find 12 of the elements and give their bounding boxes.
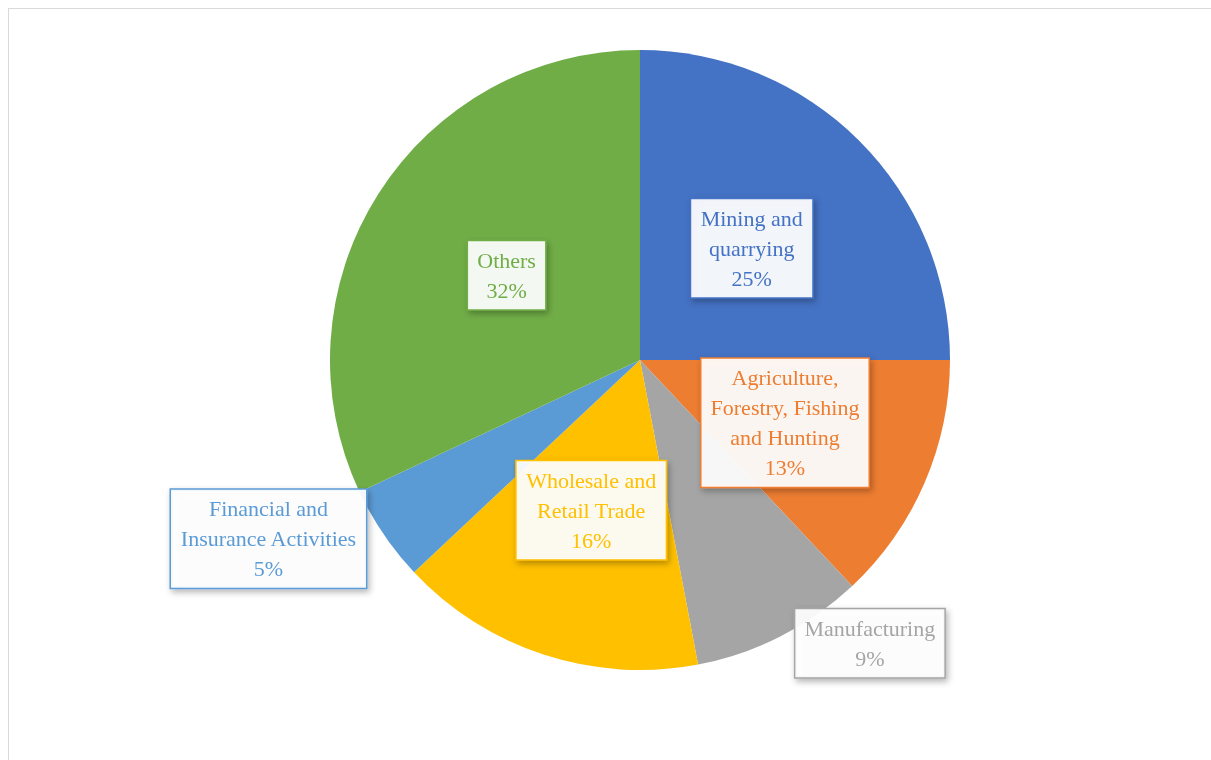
data-label: 25% xyxy=(731,265,772,291)
slice-label: Financial and Insurance Activities xyxy=(180,496,357,552)
slice-label: Agriculture, Forestry, Fishing and Hunting xyxy=(710,365,860,451)
data-label: 16% xyxy=(571,527,612,553)
data-label: 32% xyxy=(486,277,527,303)
slice-label: Others xyxy=(477,247,536,273)
slice-label: Wholesale and Retail Trade xyxy=(526,467,657,523)
slice-label: Manufacturing xyxy=(804,615,936,641)
data-label: 5% xyxy=(253,556,284,582)
slice-label: Mining and quarrying xyxy=(700,205,803,261)
data-label: 9% xyxy=(855,645,885,671)
data-label: 13% xyxy=(764,455,806,481)
